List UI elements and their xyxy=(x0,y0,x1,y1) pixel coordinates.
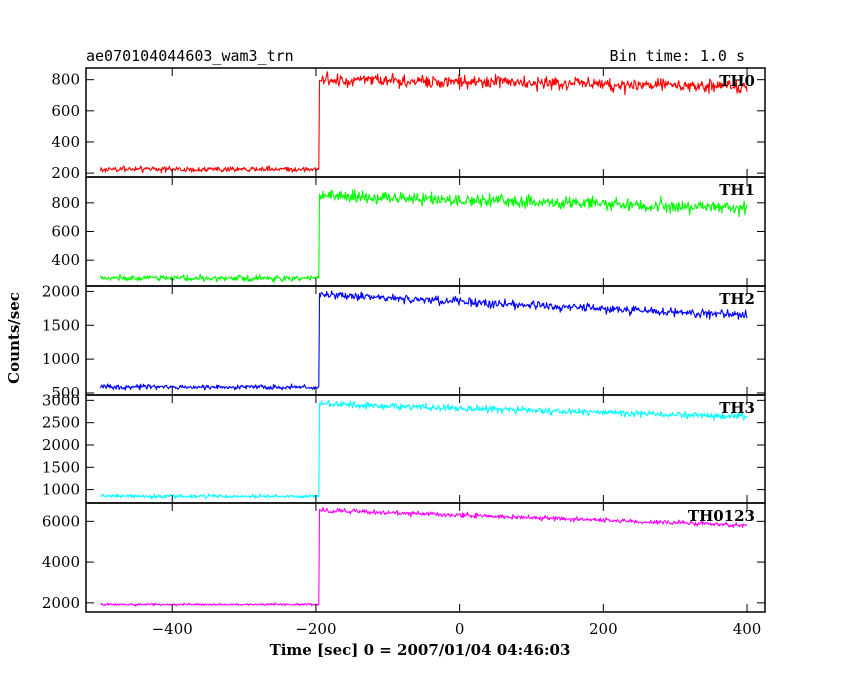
series-line-th1 xyxy=(99,189,748,283)
x-tick-label: −400 xyxy=(152,620,193,638)
panel-label-th3: TH3 xyxy=(719,399,755,417)
panel-th0123: 2000 4000 6000 TH0123 xyxy=(42,502,766,613)
y-tick-label: 2000 xyxy=(42,282,80,300)
y-tick-label: 400 xyxy=(51,133,80,151)
y-axis-label: Counts/sec xyxy=(5,292,23,384)
y-tick-label: 1000 xyxy=(42,481,80,499)
y-tick-label: 2500 xyxy=(42,414,80,432)
y-tick-label: 1500 xyxy=(42,458,80,476)
panel-th3: 1000 1500 2000 2500 3000 TH3 xyxy=(42,391,766,504)
panel-label-th1: TH1 xyxy=(719,181,755,199)
panel-label-th0: TH0 xyxy=(719,72,755,90)
y-tick-label: 600 xyxy=(51,102,80,120)
y-tick-label: 4000 xyxy=(42,553,80,571)
y-tick-label: 3000 xyxy=(42,391,80,409)
series-line-th3 xyxy=(100,399,748,500)
panels-group: 200 400 600 800 TH0 400 600 800 TH1 500 1000 1500 20… xyxy=(42,67,766,638)
chart-title-right: Bin time: 1.0 s xyxy=(610,47,745,65)
y-tick-label: 800 xyxy=(51,194,80,212)
panel-label-th2: TH2 xyxy=(719,290,755,308)
panel-frame xyxy=(85,394,766,504)
panel-frame xyxy=(85,502,766,613)
y-tick-label: 400 xyxy=(51,251,80,269)
panel-th0: 200 400 600 800 TH0 xyxy=(51,67,766,182)
y-tick-label: 1000 xyxy=(42,350,80,368)
series-line-th2 xyxy=(99,290,748,391)
series-line-th0 xyxy=(99,71,748,174)
y-tick-label: 1500 xyxy=(42,316,80,334)
x-tick-label: 400 xyxy=(733,620,762,638)
x-tick-label: −200 xyxy=(295,620,336,638)
x-axis-label: Time [sec] 0 = 2007/01/04 04:46:03 xyxy=(270,641,571,659)
y-tick-label: 500 xyxy=(51,384,80,402)
x-tick-label: 200 xyxy=(589,620,618,638)
y-tick-label: 2000 xyxy=(42,594,80,612)
y-tick-label: 200 xyxy=(51,164,80,182)
panel-frame xyxy=(85,176,766,287)
y-tick-label: 800 xyxy=(51,71,80,89)
panel-th2: 500 1000 1500 2000 TH2 xyxy=(42,282,766,402)
y-tick-label: 6000 xyxy=(42,512,80,530)
y-tick-label: 2000 xyxy=(42,436,80,454)
panel-label-th0123: TH0123 xyxy=(688,507,755,525)
series-line-th0123 xyxy=(100,506,748,607)
y-tick-label: 600 xyxy=(51,223,80,241)
panel-frame xyxy=(85,285,766,396)
chart-title-left: ae070104044603_wam3_trn xyxy=(86,47,294,65)
panel-th1: 400 600 800 TH1 xyxy=(51,176,766,287)
x-tick-label: 0 xyxy=(455,620,465,638)
